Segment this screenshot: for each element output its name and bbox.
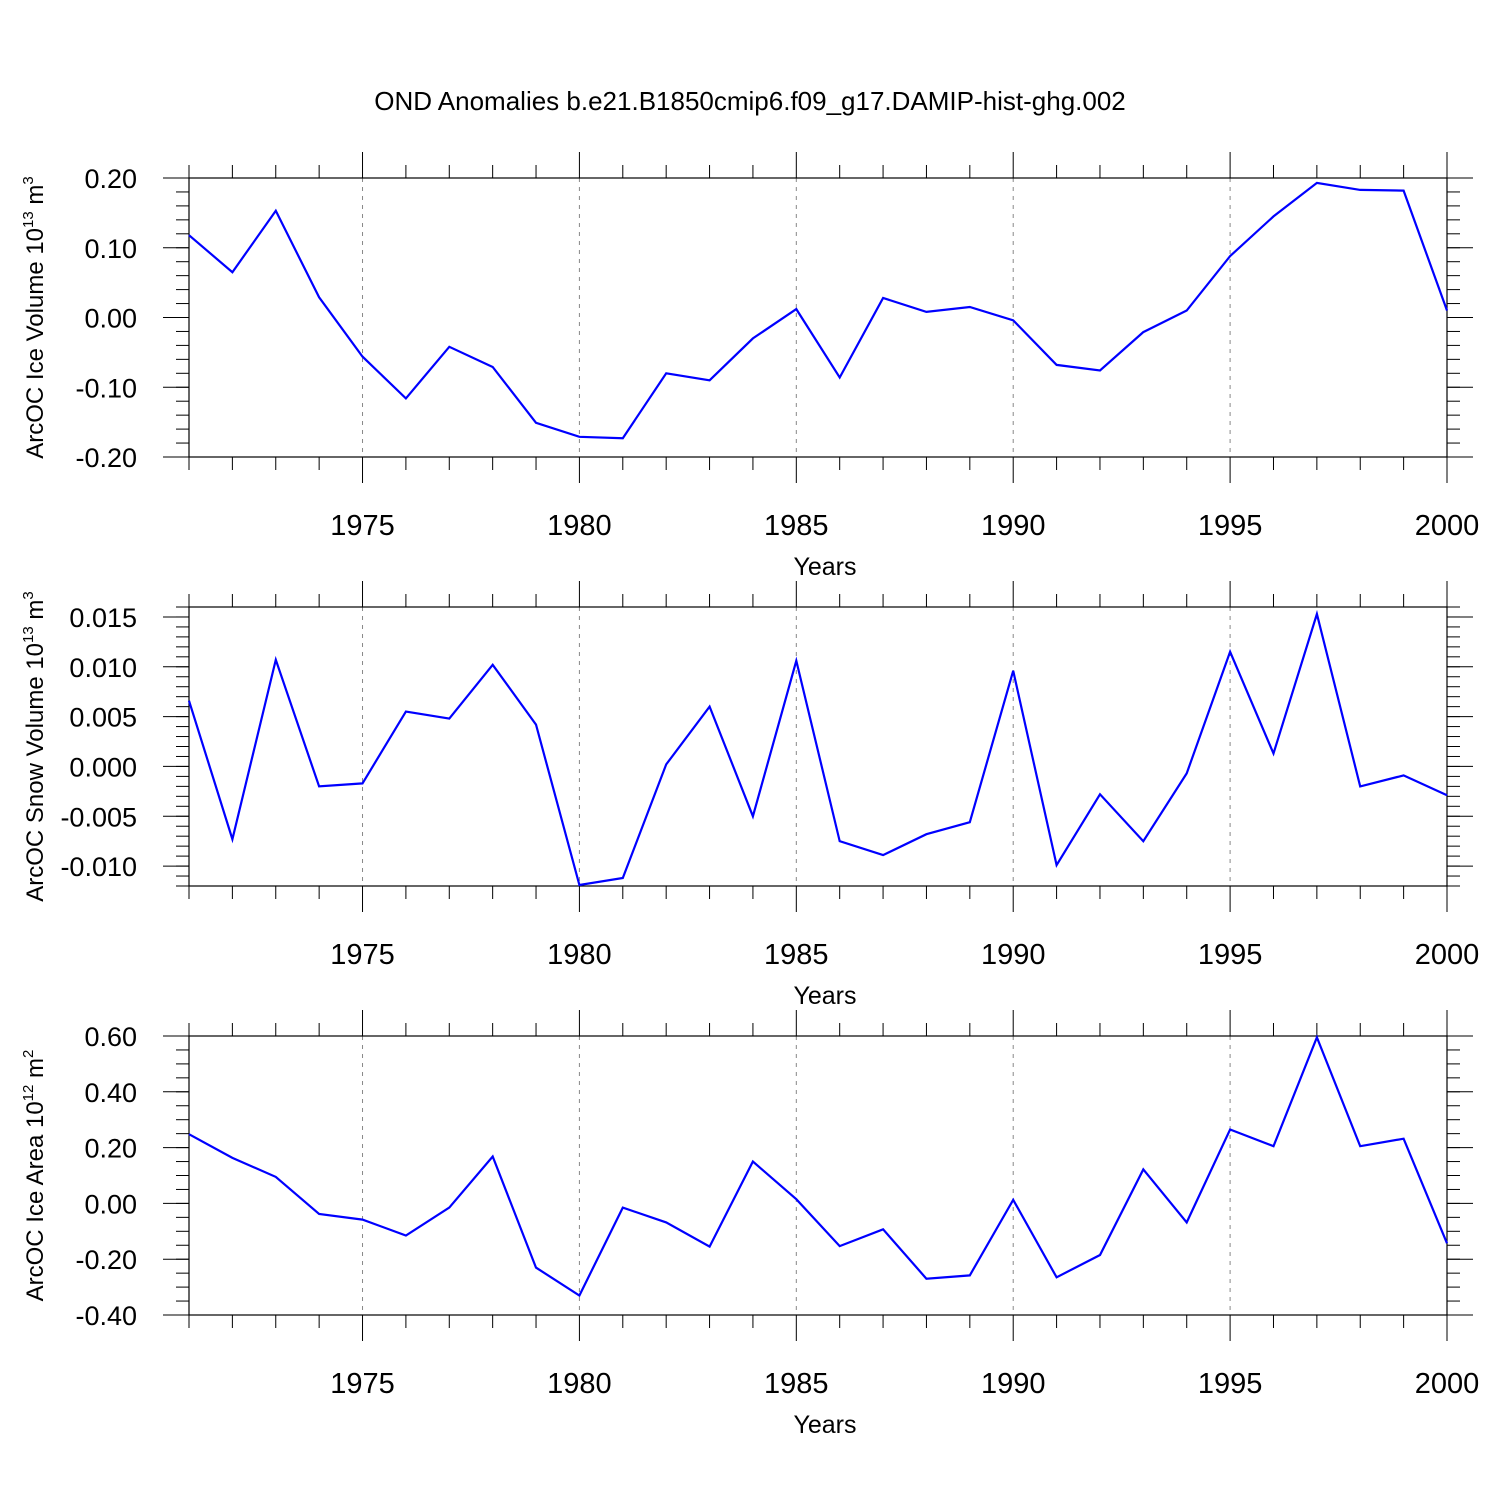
y-axis-label-part: ArcOC Snow Volume 10 <box>22 643 49 902</box>
y-tick-label: 0.60 <box>84 1022 137 1052</box>
panel-2: 1975 1980 1985 1990 1995 2000 Years -0.010 -0.00… <box>20 581 1479 1010</box>
y-tick-label: 0.000 <box>69 752 137 782</box>
y-tick-label: -0.10 <box>75 373 137 403</box>
y-tick-label: 0.20 <box>84 1134 137 1164</box>
panel-1: 1975 1980 1985 1990 1995 2000 Years -0.20 -0.10 0… <box>20 152 1479 581</box>
plot-frame <box>188 177 1448 458</box>
plot-frame <box>188 1035 1448 1316</box>
x-tick-label: 1995 <box>1198 939 1263 971</box>
y-axis-label-superscript: 13 <box>20 211 37 228</box>
x-tick-label: 1990 <box>981 1368 1046 1400</box>
y-axis-label-part: m <box>22 1058 49 1085</box>
x-axis-label: Years <box>793 1411 856 1439</box>
panels: 1975 1980 1985 1990 1995 2000 Years -0.20 -0.10 0… <box>20 152 1479 1439</box>
chart-title: OND Anomalies b.e21.B1850cmip6.f09_g17.D… <box>374 86 1126 116</box>
x-tick-label: 1995 <box>1198 510 1263 542</box>
series-line <box>188 181 1449 440</box>
x-tick-label: 1985 <box>764 510 829 542</box>
x-tick-label: 1985 <box>764 939 829 971</box>
x-tick-label: 1990 <box>981 939 1046 971</box>
y-tick-label: 0.005 <box>69 703 137 733</box>
y-axis-label-part: m <box>22 185 49 212</box>
x-tick-label: 2000 <box>1415 1368 1480 1400</box>
y-tick-label: 0.40 <box>84 1078 137 1108</box>
y-axis-label: ArcOC Ice Area 1012 m2 <box>20 1050 49 1302</box>
y-axis-label-part: ArcOC Ice Volume 10 <box>22 228 49 459</box>
y-tick-label: -0.20 <box>75 1245 137 1275</box>
y-axis-label-superscript: 2 <box>20 1050 37 1058</box>
x-axis-label: Years <box>793 982 856 1010</box>
x-tick-label: 1990 <box>981 510 1046 542</box>
y-axis-label-superscript: 13 <box>20 626 37 643</box>
x-tick-label: 1975 <box>330 1368 395 1400</box>
series-line <box>188 1034 1449 1298</box>
y-tick-label: -0.20 <box>75 443 137 473</box>
x-tick-label: 2000 <box>1415 939 1480 971</box>
y-tick-label: -0.005 <box>60 802 137 832</box>
x-tick-label: 1980 <box>547 510 612 542</box>
x-tick-label: 1975 <box>330 939 395 971</box>
y-axis-label: ArcOC Ice Volume 1013 m3 <box>20 176 49 458</box>
y-axis-label: ArcOC Snow Volume 1013 m3 <box>20 591 49 902</box>
x-tick-label: 1980 <box>547 1368 612 1400</box>
x-tick-label: 1995 <box>1198 1368 1263 1400</box>
y-tick-label: 0.010 <box>69 653 137 683</box>
y-tick-label: -0.010 <box>60 852 137 882</box>
x-tick-label: 2000 <box>1415 510 1480 542</box>
y-tick-label: 0.20 <box>84 164 137 194</box>
series-line <box>187 609 1448 887</box>
y-tick-label: 0.00 <box>84 304 137 334</box>
x-axis-label: Years <box>793 553 856 581</box>
x-tick-label: 1985 <box>764 1368 829 1400</box>
x-tick-label: 1975 <box>330 510 395 542</box>
y-axis-label-part: m <box>22 600 49 627</box>
y-tick-label: -0.40 <box>75 1301 137 1331</box>
y-axis-label-superscript: 3 <box>20 176 37 184</box>
y-axis-label-part: ArcOC Ice Area 10 <box>22 1101 49 1301</box>
y-axis-label-superscript: 3 <box>20 591 37 599</box>
y-tick-label: 0.00 <box>84 1189 137 1219</box>
x-tick-label: 1980 <box>547 939 612 971</box>
y-tick-label: 0.10 <box>84 234 137 264</box>
y-axis-label-superscript: 12 <box>20 1085 37 1102</box>
panel-3: 1975 1980 1985 1990 1995 2000 Years -0.40 -0.20 0… <box>20 1010 1479 1439</box>
y-tick-label: 0.015 <box>69 603 137 633</box>
